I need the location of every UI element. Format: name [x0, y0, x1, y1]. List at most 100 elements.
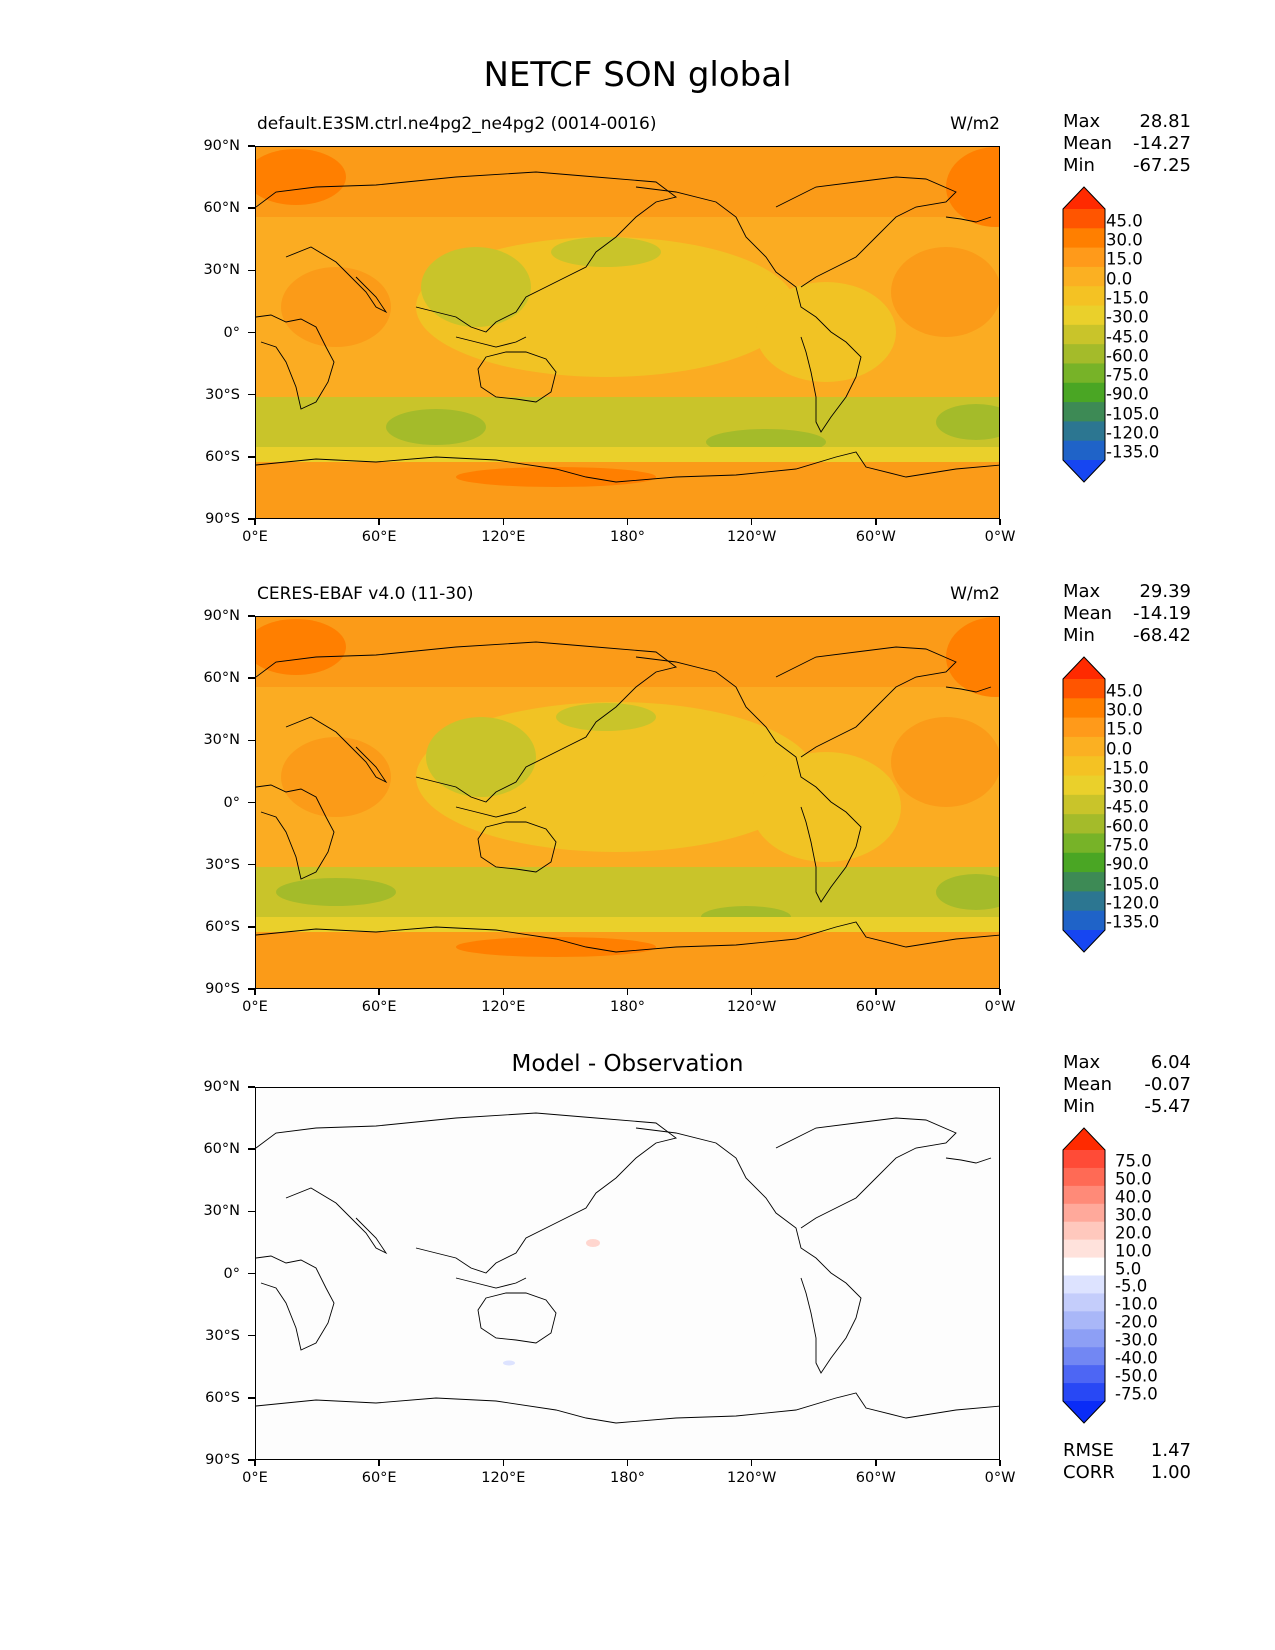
colorbar-swatch — [1063, 1167, 1105, 1187]
stat-value: 6.04 — [1150, 1052, 1191, 1073]
lon-tick-label: 60°W — [855, 999, 896, 1015]
lon-tick — [875, 519, 877, 525]
lon-tick-label: 0°E — [242, 999, 268, 1015]
lat-tick — [248, 393, 255, 396]
colorbar-label: -5.0 — [1115, 1276, 1148, 1296]
colorbar-label: 40.0 — [1115, 1187, 1152, 1207]
colorbar — [1062, 186, 1106, 483]
colorbar-swatch — [1063, 794, 1105, 815]
map-difference — [255, 1087, 1000, 1460]
colorbar-swatch — [1063, 382, 1105, 403]
lon-tick-label: 120°E — [481, 1470, 526, 1486]
lat-tick — [248, 1397, 255, 1399]
panel-model: default.E3SM.ctrl.ne4pg2_ne4pg2 (0014-00… — [0, 111, 1275, 616]
colorbar-swatch — [1063, 1275, 1105, 1294]
colorbar-swatch — [1063, 266, 1105, 287]
stat-value: 29.39 — [1139, 581, 1191, 602]
colorbar-swatch — [1063, 1311, 1105, 1330]
colorbar-swatch — [1063, 756, 1105, 777]
colorbar-label: -30.0 — [1115, 1330, 1158, 1350]
colorbar-swatch — [1063, 305, 1105, 326]
map-model — [255, 146, 1000, 519]
colorbar-swatch — [1063, 209, 1105, 229]
panel-observation: CERES-EBAF v4.0 (11-30) W/m2 — [0, 581, 1275, 1086]
colorbar-label: -105.0 — [1106, 874, 1160, 894]
colorbar-swatch — [1063, 775, 1105, 796]
lat-tick-label: 30°S — [205, 386, 240, 403]
lat-tick-label: 90°N — [203, 138, 240, 154]
figure-title: NETCF SON global — [483, 55, 792, 95]
stat-value: -14.19 — [1132, 603, 1191, 624]
colorbar-swatch — [1063, 891, 1105, 912]
colorbar-swatch — [1063, 1185, 1105, 1205]
lon-tick — [626, 989, 629, 995]
colorbar-label: 30.0 — [1106, 700, 1143, 720]
stats-box: Max 6.04 Mean -0.07 Min -5.47 — [1063, 1052, 1191, 1118]
lon-tick — [750, 1460, 753, 1466]
lon-tick — [254, 1460, 256, 1466]
lon-tick-label: 60°E — [361, 1470, 397, 1486]
lat-tick-label: 90°N — [203, 1079, 240, 1095]
colorbar-label: -45.0 — [1106, 797, 1149, 816]
colorbar-label: -75.0 — [1106, 365, 1149, 385]
colorbar-swatch — [1063, 872, 1105, 892]
lat-tick — [248, 1334, 255, 1337]
stat-label: Min — [1063, 155, 1095, 176]
colorbar-swatch — [1063, 852, 1105, 873]
stat-value: -67.25 — [1132, 155, 1191, 176]
colorbar-swatch — [1063, 1347, 1105, 1366]
lat-tick — [248, 518, 255, 520]
stat-label: Mean — [1063, 1074, 1113, 1095]
colorbar-swatch — [1063, 1293, 1105, 1312]
colorbar-outline — [1062, 1127, 1106, 1424]
lat-tick — [248, 331, 255, 334]
lat-tick — [248, 456, 255, 458]
lat-tick — [248, 926, 255, 928]
lon-tick — [750, 519, 753, 525]
lat-tick — [248, 739, 255, 742]
colorbar-label: 0.0 — [1106, 269, 1133, 289]
lat-tick-label: 30°S — [205, 1327, 240, 1344]
colorbar-swatch — [1063, 1239, 1105, 1259]
lon-tick-label: 120°E — [481, 529, 526, 545]
colorbar-swatch — [1063, 910, 1105, 931]
colorbar-label: 5.0 — [1115, 1259, 1142, 1279]
lat-tick-label: 30°N — [203, 262, 240, 279]
panel-difference: Model - Observation Max 6.04 Mean -0.07 Mi… — [0, 1051, 1275, 1557]
colorbar-label: 30.0 — [1106, 230, 1143, 250]
colorbar-swatch — [1063, 402, 1105, 422]
colorbar-label: -60.0 — [1106, 346, 1149, 366]
lat-tick — [248, 145, 255, 147]
lon-tick-label: 120°W — [727, 1470, 777, 1486]
stat-value: 1.00 — [1150, 1462, 1191, 1483]
colorbar-label: -105.0 — [1106, 404, 1160, 424]
stats-box: Max 28.81 Mean -14.27 Min -67.25 — [1063, 111, 1191, 177]
colorbar-label: 15.0 — [1106, 249, 1143, 269]
lat-tick-label: 60°S — [205, 1389, 240, 1406]
colorbar-label: -30.0 — [1106, 307, 1149, 327]
lat-tick-label: 90°S — [205, 511, 240, 527]
colorbar-label: -20.0 — [1115, 1312, 1158, 1332]
stat-label: Max — [1063, 1052, 1101, 1073]
lon-tick-label: 60°E — [361, 529, 397, 545]
colorbar-label: -75.0 — [1115, 1384, 1158, 1404]
lat-tick — [248, 1148, 255, 1150]
colorbar-label: -90.0 — [1106, 854, 1149, 874]
lat-tick — [248, 1210, 255, 1213]
colorbar-label: -60.0 — [1106, 816, 1149, 836]
lon-tick-label: 60°W — [855, 529, 896, 545]
lon-tick-label: 0°W — [984, 1470, 1016, 1486]
colorbar-label: -10.0 — [1115, 1294, 1158, 1314]
stat-label: CORR — [1063, 1462, 1115, 1483]
colorbar-swatch — [1063, 833, 1105, 854]
panel-title: CERES-EBAF v4.0 (11-30) — [257, 584, 474, 604]
lat-tick-label: 60°S — [205, 448, 240, 465]
lon-tick-label: 180° — [610, 529, 645, 545]
colorbar-label: 45.0 — [1106, 681, 1143, 701]
colorbar — [1062, 656, 1106, 953]
colorbar-swatch — [1063, 440, 1105, 461]
lon-tick-label: 120°W — [727, 999, 777, 1015]
lat-tick-label: 60°S — [205, 918, 240, 935]
map-observation — [255, 616, 1000, 989]
lon-tick — [999, 989, 1001, 995]
